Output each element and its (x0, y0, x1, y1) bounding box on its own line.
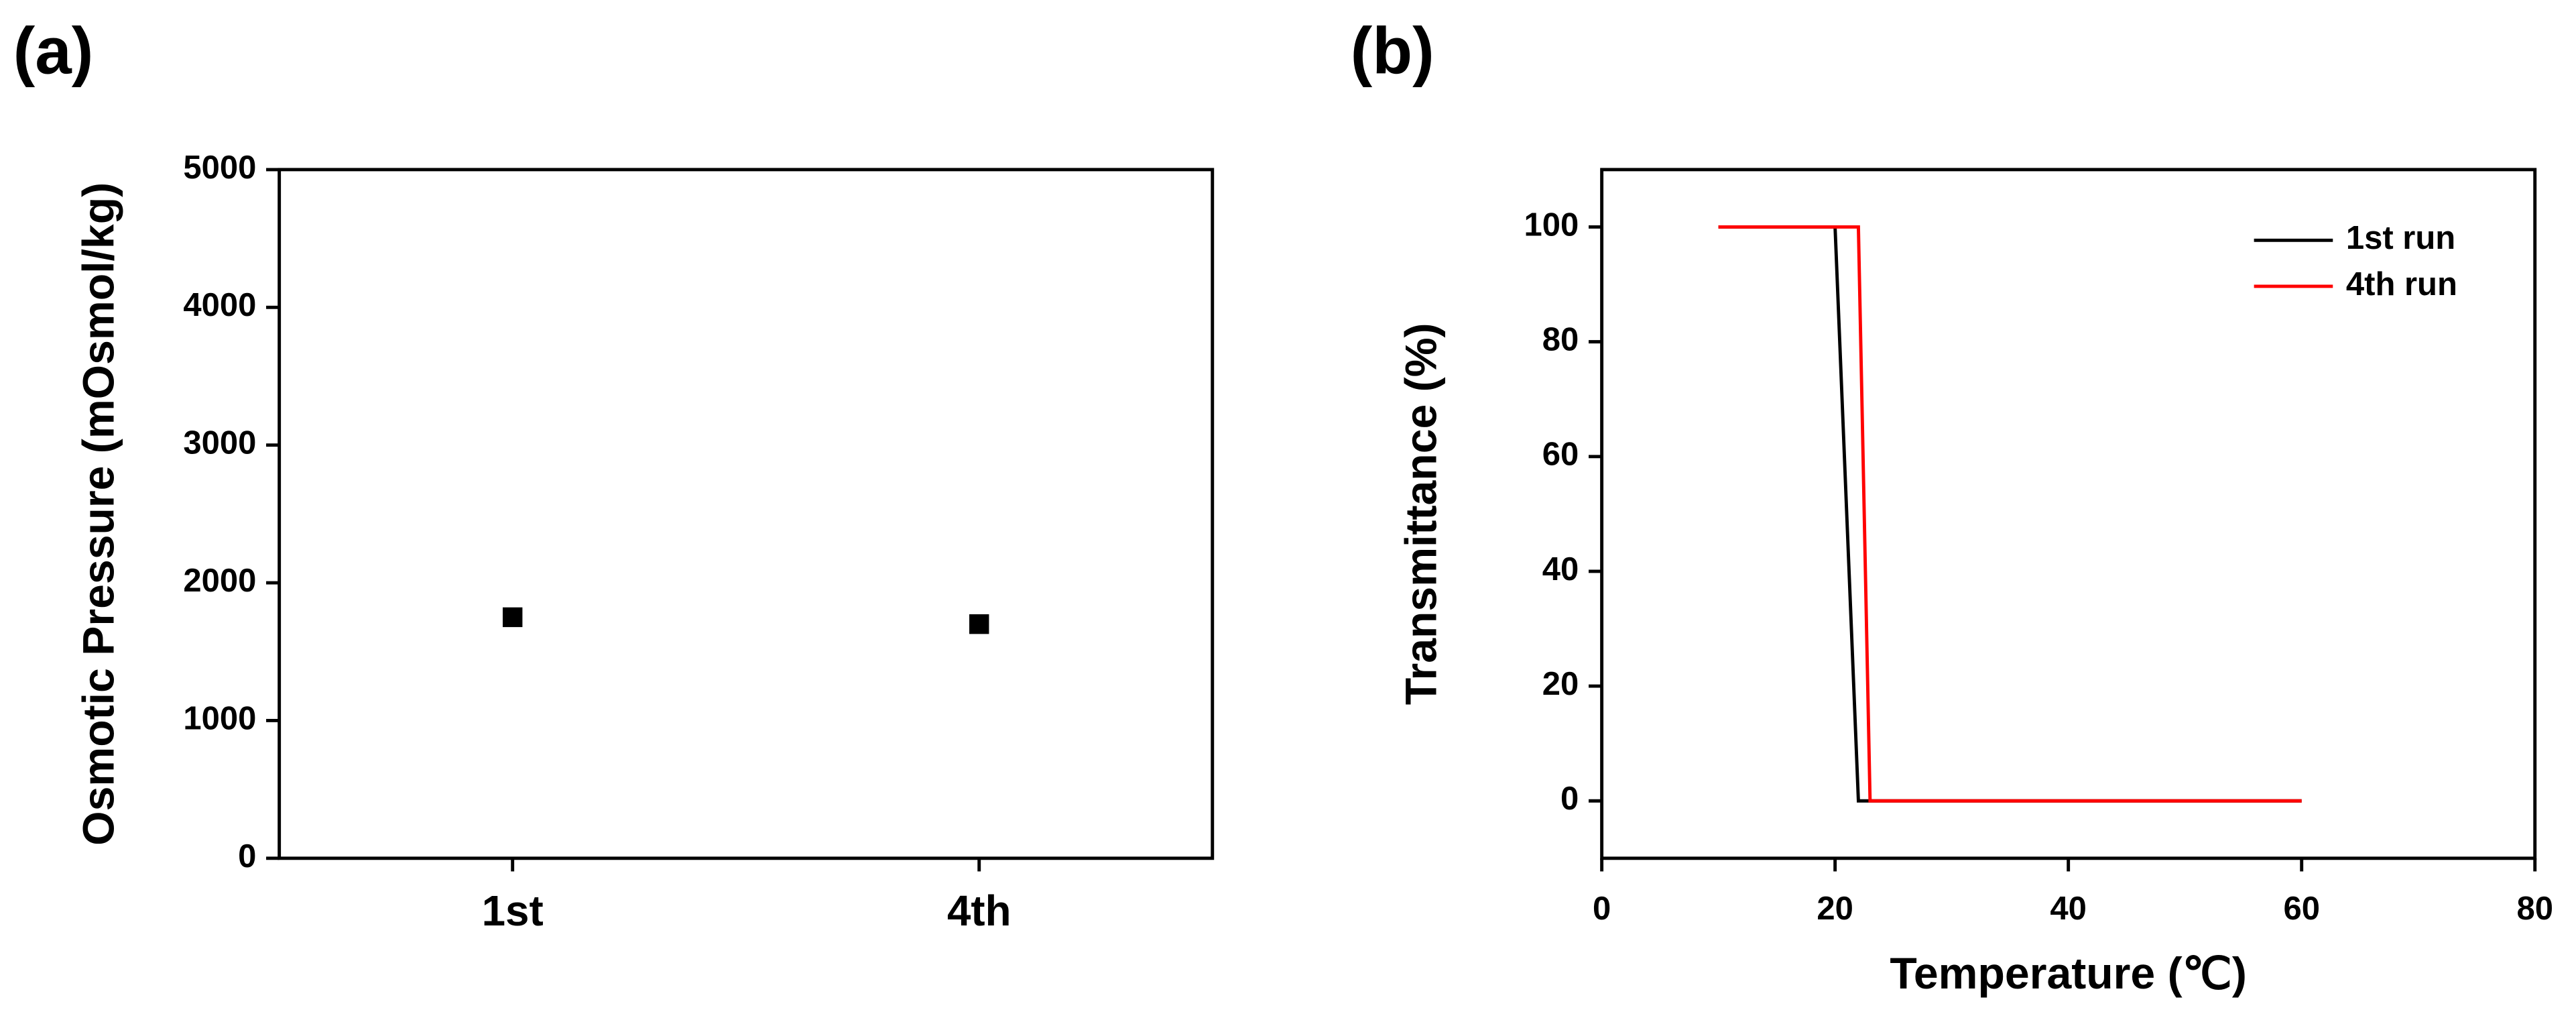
y-tick-label: 5000 (183, 150, 256, 186)
point (969, 614, 989, 634)
y-tick-label: 20 (1542, 666, 1579, 702)
data-line (1718, 225, 2302, 803)
y-axis-label: Transmittance (%) (1396, 323, 1446, 705)
point (502, 607, 523, 628)
legend-label: 1st run (2346, 220, 2455, 256)
plot-frame (278, 168, 1215, 860)
x-tick-label: 0 (1593, 891, 1611, 927)
data-line (1718, 225, 2302, 803)
y-tick-label: 40 (1542, 551, 1579, 587)
y-tick-label: 3000 (183, 425, 256, 461)
y-tick-label: 80 (1542, 322, 1579, 358)
legend-label: 4th run (2346, 266, 2457, 302)
x-tick-label: 40 (2050, 891, 2087, 927)
x-axis-label: Temperature (℃) (1890, 949, 2247, 999)
y-tick-label: 1000 (183, 700, 256, 736)
x-tick-label: 80 (2516, 891, 2553, 927)
x-tick-label: 20 (1817, 891, 1853, 927)
y-tick-label: 0 (1560, 781, 1579, 817)
panel-label: (b) (1351, 14, 1434, 88)
y-tick-label: 0 (238, 838, 256, 874)
x-tick-label: 60 (2283, 891, 2320, 927)
x-tick-label: 4th (947, 887, 1011, 935)
y-axis-label: Osmotic Pressure (mOsmol/kg) (74, 182, 123, 846)
y-tick-label: 4000 (183, 287, 256, 323)
y-tick-label: 2000 (183, 563, 256, 599)
y-tick-label: 100 (1524, 207, 1579, 243)
x-tick-label: 1st (482, 887, 544, 935)
y-tick-label: 60 (1542, 437, 1579, 473)
panel-label: (a) (13, 14, 94, 88)
